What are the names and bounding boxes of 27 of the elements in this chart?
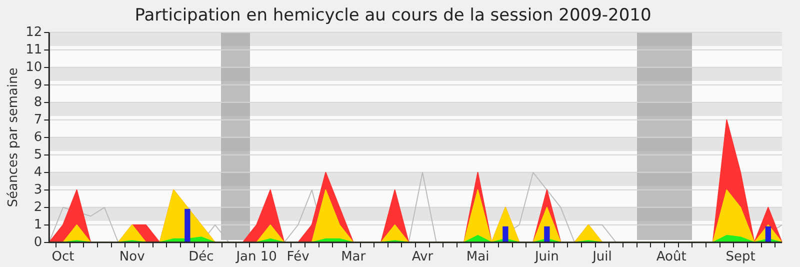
y-tick-label: 6 (34, 130, 42, 145)
y-tick-label: 10 (26, 60, 42, 75)
x-tick-label: Déc (188, 250, 214, 265)
x-tick-label: Nov (119, 250, 146, 265)
y-axis-title: Séances par semaine (6, 68, 22, 208)
x-tick-label: Oct (52, 250, 74, 265)
y-tick-label: 11 (26, 42, 42, 58)
y-tick-label: 3 (34, 182, 42, 198)
y-tick-label: 9 (34, 77, 42, 92)
x-tick-label: Jan 10 (235, 250, 277, 265)
x-tick-label: Fév (286, 250, 310, 265)
x-tick-label: Juil (592, 250, 612, 265)
x-tick-label: Juin (534, 250, 559, 265)
y-tick-label: 5 (34, 147, 42, 162)
y-tick-label: 0 (34, 234, 42, 250)
y-tick-label: 12 (26, 24, 42, 40)
y-tick-label: 2 (34, 200, 42, 215)
y-tick-label: 4 (34, 164, 42, 180)
x-tick-label: Mar (341, 250, 366, 265)
x-tick-label: Sept (726, 250, 756, 265)
y-tick-label: 1 (34, 217, 42, 232)
chart-title: Participation en hemicycle au cours de la session 2009-2010 (134, 6, 652, 26)
x-tick-label: Mai (466, 250, 490, 265)
y-tick-label: 8 (34, 94, 42, 110)
x-tick-label: Avr (412, 250, 434, 265)
x-tick-label: Août (656, 250, 686, 265)
y-tick-label: 7 (34, 112, 42, 128)
